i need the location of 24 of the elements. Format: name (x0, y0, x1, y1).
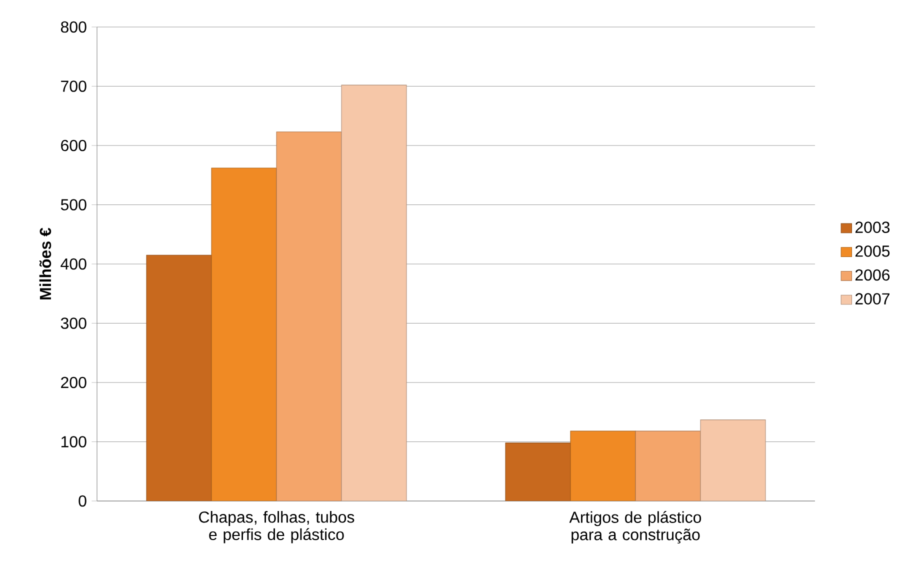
bar (505, 442, 571, 501)
x-tick-label: Chapas, folhas, tubos e perfis de plástico (199, 511, 354, 544)
y-axis-title: Milhões € (39, 228, 52, 300)
bar (635, 430, 701, 501)
x-tick-label: Artigos de plástico para a construção (569, 511, 702, 544)
bar (276, 132, 342, 501)
y-tick-label: 400 (60, 258, 86, 270)
y-tick-label: 300 (60, 318, 86, 329)
legend-label: 2007 (855, 293, 890, 304)
y-tick-label: 500 (60, 199, 86, 210)
y-tick-label: 0 (78, 495, 86, 507)
y-tick-label: 100 (61, 436, 86, 448)
bar (146, 254, 212, 501)
y-tick-label: 700 (61, 80, 86, 92)
bar (570, 430, 636, 501)
legend-label: 2005 (855, 245, 890, 257)
bar (341, 84, 407, 501)
y-tick-label: 800 (60, 21, 86, 33)
y-tick-label: 600 (61, 140, 86, 152)
bar (211, 168, 277, 501)
legend-label: 2006 (855, 269, 890, 281)
bar (700, 420, 766, 501)
y-tick-label: 200 (61, 376, 86, 388)
legend-label: 2003 (855, 222, 890, 233)
